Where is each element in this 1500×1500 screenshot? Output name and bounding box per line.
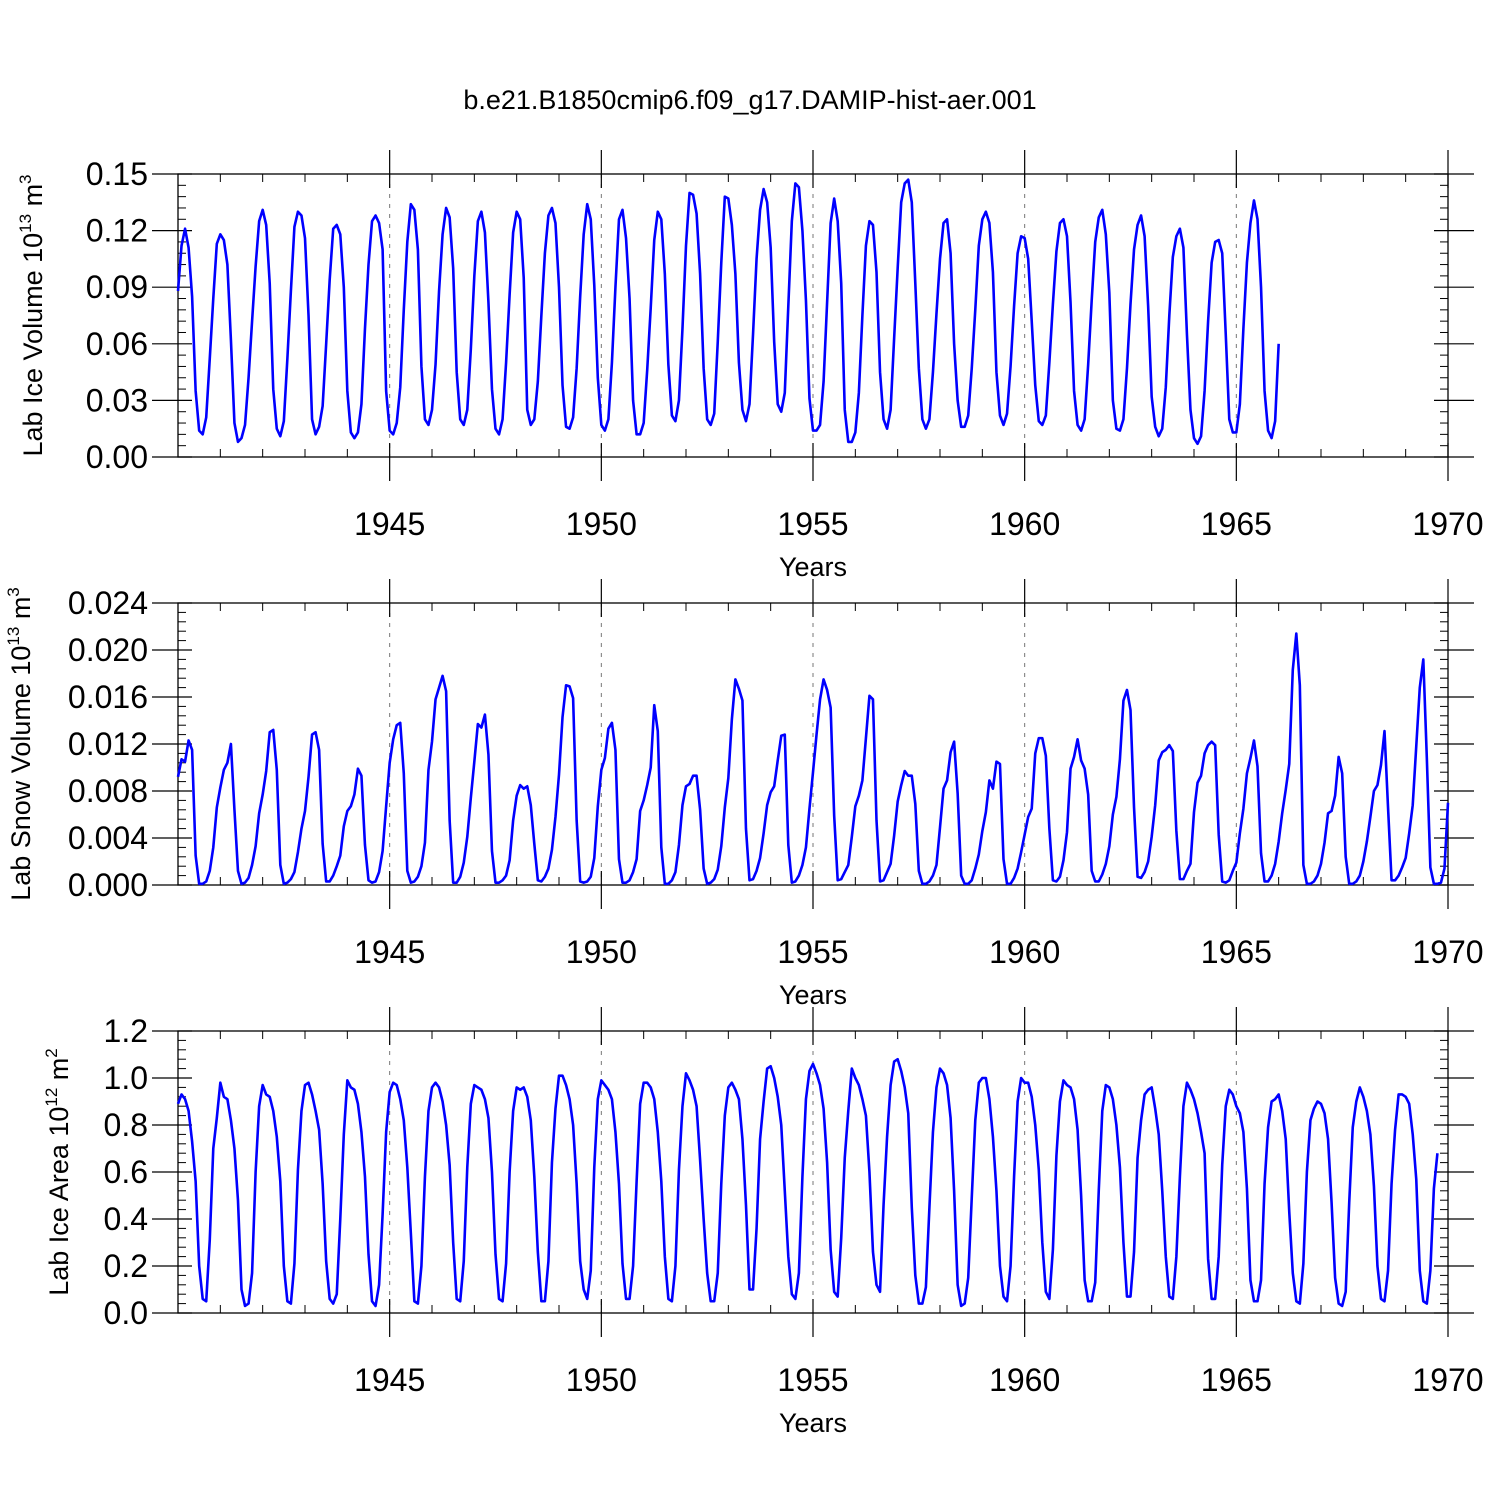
x-tick-label-1960: 1960 [989,506,1060,542]
x-axis-label: Years [779,552,847,582]
y-tick-label: 1.2 [104,1013,148,1049]
x-tick-label-1965: 1965 [1201,934,1272,970]
x-tick-label-1965: 1965 [1201,1362,1272,1398]
x-tick-label-1970: 1970 [1412,934,1483,970]
x-tick-label-1970: 1970 [1412,1362,1483,1398]
x-tick-label-1955: 1955 [777,1362,848,1398]
x-tick-label-1955: 1955 [777,934,848,970]
y-tick-label: 0.09 [86,269,148,305]
y-tick-label: 0.024 [68,585,148,621]
x-axis-label: Years [779,1408,847,1438]
series-line-2 [176,632,1450,886]
y-tick-label: 0.03 [86,382,148,418]
y-tick-label: 0.000 [68,867,148,903]
y-axis-label: Lab Snow Volume 1013 m3 [4,587,36,901]
y-tick-label: 0.12 [86,213,148,249]
y-axis-label: Lab Ice Area 1012 m2 [42,1048,74,1296]
y-tick-label: 0.8 [104,1107,148,1143]
y-tick-label: 0.6 [104,1154,148,1190]
y-tick-label: 0.00 [86,439,148,475]
x-tick-label-1950: 1950 [566,1362,637,1398]
chart-panel-2: 0.000 0.004 0.008 0.012 0.016 0.020 0.024 1945 1… [4,579,1484,1010]
x-tick-label-1960: 1960 [989,934,1060,970]
y-tick-label: 1.0 [104,1060,148,1096]
series-line-1 [176,178,1280,446]
x-axis-label: Years [779,980,847,1010]
y-tick-label: 0.004 [68,820,148,856]
chart-panel-3: 0.0 0.2 0.4 0.6 0.8 1.0 1.2 1945 1950 1955 1960 196… [42,1007,1484,1438]
x-tick-label-1950: 1950 [566,506,637,542]
y-tick-label: 0.2 [104,1248,148,1284]
series-line-3 [176,1057,1439,1308]
y-tick-label: 0.0 [104,1295,148,1331]
x-tick-label-1970: 1970 [1412,506,1483,542]
figure-title: b.e21.B1850cmip6.f09_g17.DAMIP-hist-aer.… [463,85,1036,115]
y-axis-label: Lab Ice Volume 1013 m3 [16,174,48,456]
x-tick-label-1965: 1965 [1201,506,1272,542]
x-tick-label-1945: 1945 [354,1362,425,1398]
x-tick-label-1945: 1945 [354,506,425,542]
y-tick-label: 0.15 [86,156,148,192]
x-tick-label-1955: 1955 [777,506,848,542]
y-tick-label: 0.06 [86,326,148,362]
panels: 0.00 0.03 0.06 0.09 0.12 0.15 1945 1950 1955 1960… [4,150,1484,1438]
y-tick-label: 0.4 [104,1201,148,1237]
y-tick-label: 0.008 [68,773,148,809]
chart-panel-1: 0.00 0.03 0.06 0.09 0.12 0.15 1945 1950 1955 1960… [16,150,1484,582]
x-tick-label-1945: 1945 [354,934,425,970]
x-tick-label-1950: 1950 [566,934,637,970]
x-tick-label-1960: 1960 [989,1362,1060,1398]
y-tick-label: 0.016 [68,679,148,715]
y-tick-label: 0.012 [68,726,148,762]
y-tick-label: 0.020 [68,632,148,668]
